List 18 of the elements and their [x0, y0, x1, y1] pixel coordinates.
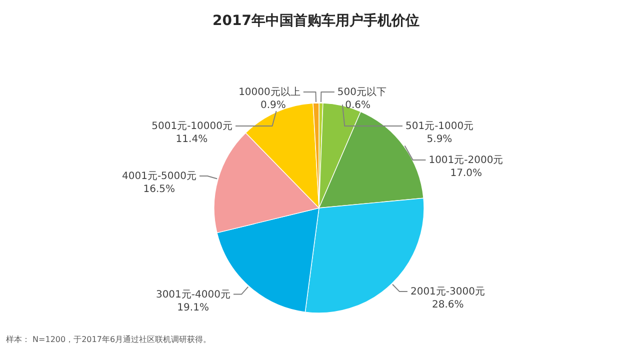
slice-label: 501元-1000元	[405, 121, 474, 132]
data-label: 0.6%	[345, 100, 371, 112]
slice-label: 500元以下	[337, 86, 387, 98]
data-label: 11.4%	[176, 134, 208, 146]
data-label: 28.6%	[432, 300, 464, 311]
data-label: 17.0%	[450, 168, 482, 180]
slice-label: 5001元-10000元	[152, 121, 232, 132]
text: 样本： N=1200，于2017年6月通过社区联机调研获得。	[6, 335, 212, 344]
data-label: 19.1%	[177, 302, 209, 314]
slice-label: 2001元-3000元	[410, 286, 485, 298]
data-label: 16.5%	[143, 184, 175, 195]
slice-label: 10000元以上	[238, 86, 300, 98]
slice-label: 4001元-5000元	[122, 170, 197, 182]
data-label: 0.9%	[260, 100, 286, 112]
slice-label: 3001元-4000元	[156, 289, 230, 300]
chart-title: 2017年中国首购车用户手机价位	[212, 12, 420, 29]
slice-label: 1001元-2000元	[428, 155, 504, 166]
data-label: 5.9%	[426, 134, 452, 146]
